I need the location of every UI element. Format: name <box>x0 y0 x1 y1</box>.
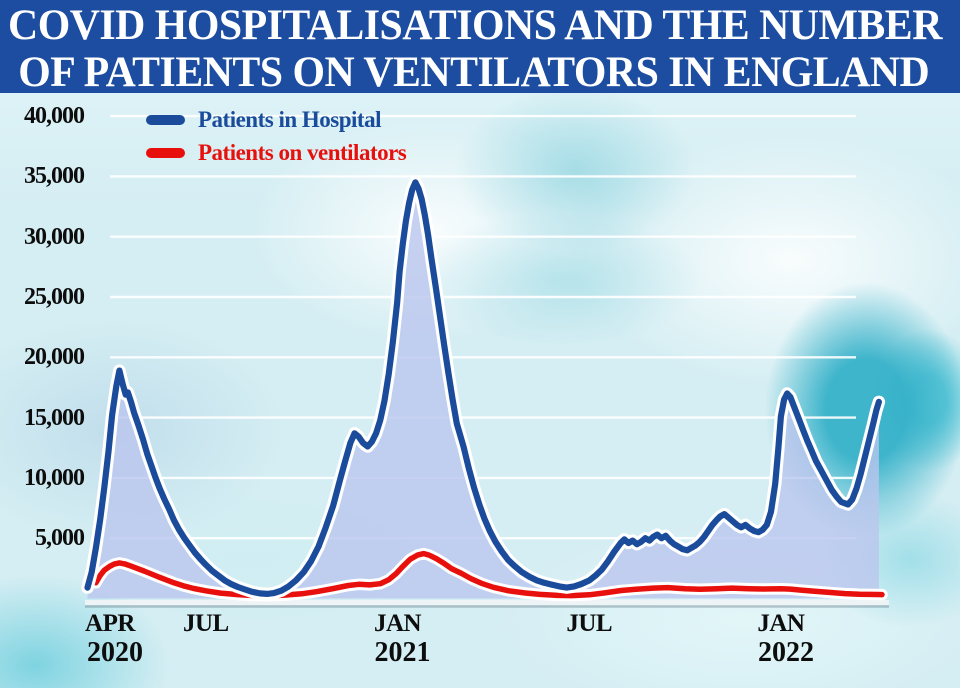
ventilators-line-swatch-icon <box>146 148 185 158</box>
y-tick-label: 40,000 <box>24 103 85 130</box>
x-tick-month-label: JAN <box>373 610 422 637</box>
y-tick-label: 5,000 <box>35 525 85 552</box>
legend-label-hospital: Patients in Hospital <box>198 107 381 132</box>
x-tick-year-label: 2022 <box>757 637 814 668</box>
y-tick-label: 30,000 <box>24 223 85 250</box>
x-tick-month-label: JAN <box>757 610 805 637</box>
y-tick-label: 35,000 <box>24 163 85 190</box>
y-tick-label: 10,000 <box>24 464 85 491</box>
x-tick-year-label: 2021 <box>374 637 431 668</box>
x-tick-month-label: APR <box>85 610 135 637</box>
hospital-line <box>84 179 882 597</box>
x-tick-year-label: 2020 <box>87 637 143 668</box>
hospital-line-swatch-icon <box>146 115 185 125</box>
x-tick-month-label: JUL <box>182 610 229 637</box>
title-line-1: COVID HOSPITALISATIONS AND THE NUMBER <box>8 0 942 49</box>
title-banner: COVID HOSPITALISATIONS AND THE NUMBER OF… <box>0 0 960 94</box>
legend-item-hospital: Patients in Hospital <box>146 107 406 132</box>
legend-item-ventilators: Patients on ventilators <box>146 140 407 165</box>
legend-label-ventilators: Patients on ventilators <box>198 140 407 165</box>
chart-legend: Patients in Hospital Patients on ventila… <box>146 107 407 175</box>
title-line-2: OF PATIENTS ON VENTILATORS IN ENGLAND <box>18 46 930 96</box>
y-tick-label: 25,000 <box>24 284 85 310</box>
page-title: COVID HOSPITALISATIONS AND THE NUMBER OF… <box>8 1 942 94</box>
y-tick-label: 15,000 <box>24 404 85 431</box>
ventilators-line <box>93 550 885 599</box>
x-tick-month-label: JUL <box>566 610 613 637</box>
y-tick-label: 20,000 <box>24 344 85 371</box>
